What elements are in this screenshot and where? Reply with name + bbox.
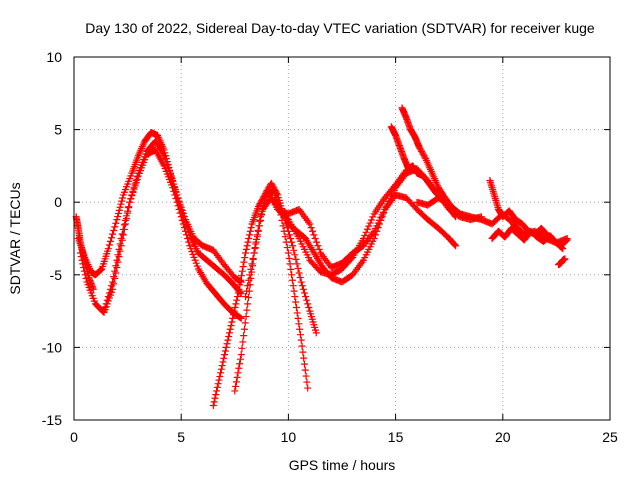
y-tick-label: -5 xyxy=(50,267,63,283)
x-tick-label: 15 xyxy=(388,429,404,445)
axis-ticks: 0 5 10 15 20 25 -15 -10 -5 0 5 10 xyxy=(42,49,618,445)
plot-frame xyxy=(73,56,611,421)
y-tick-label: -15 xyxy=(42,412,62,428)
plus-markers xyxy=(100,146,245,322)
x-tick-label: 25 xyxy=(602,429,618,445)
x-tick-label: 5 xyxy=(177,429,185,445)
series-track-3 xyxy=(100,146,245,322)
plus-markers xyxy=(555,255,569,269)
plus-markers xyxy=(488,224,567,253)
series-track-15 xyxy=(555,255,569,269)
gridlines xyxy=(74,57,610,420)
y-axis-label: SDTVAR / TECUs xyxy=(7,182,23,294)
series-track-14 xyxy=(488,224,567,253)
x-tick-label: 10 xyxy=(281,429,297,445)
x-tick-label: 0 xyxy=(70,429,78,445)
y-tick-label: 5 xyxy=(54,122,62,138)
data-points xyxy=(72,104,571,409)
x-tick-label: 20 xyxy=(495,429,511,445)
chart-title: Day 130 of 2022, Sidereal Day-to-day VTE… xyxy=(85,20,595,36)
y-tick-label: 0 xyxy=(54,194,62,210)
series-track-4 xyxy=(72,213,97,293)
plus-markers xyxy=(72,213,97,293)
plus-markers xyxy=(274,166,410,279)
y-tick-label: -10 xyxy=(42,339,62,355)
x-axis-label: GPS time / hours xyxy=(289,457,396,473)
series-track-9 xyxy=(274,166,410,279)
y-tick-label: 10 xyxy=(46,49,62,65)
